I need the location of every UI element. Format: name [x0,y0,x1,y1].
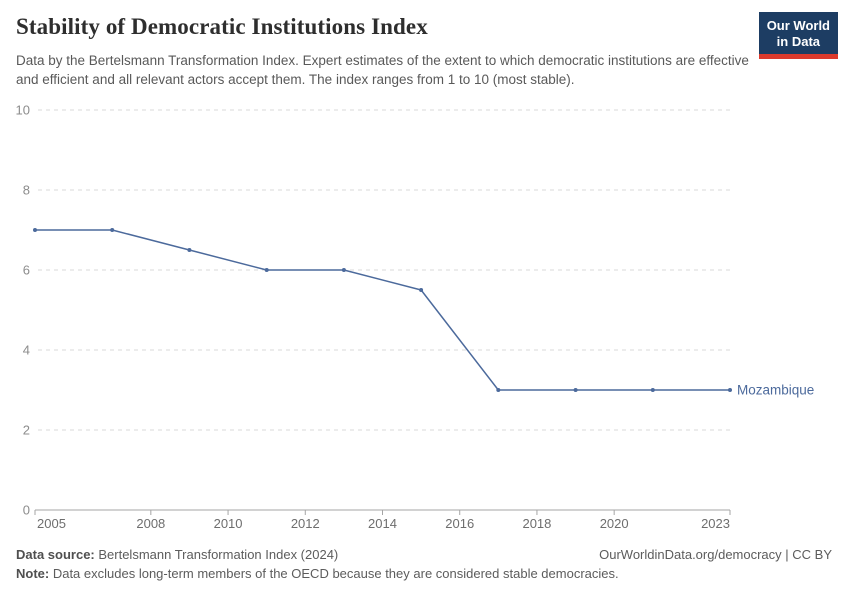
y-axis-tick-label: 0 [23,503,30,518]
page-title: Stability of Democratic Institutions Ind… [16,14,428,39]
series-line[interactable] [35,229,730,391]
x-axis-tick-label: 2012 [291,516,320,531]
y-axis-tick-label: 8 [23,183,30,198]
y-axis-tick-label: 6 [23,263,30,278]
data-point[interactable] [728,388,732,392]
note-text: Data excludes long-term members of the O… [49,566,619,581]
x-axis-tick-label: 2018 [522,516,551,531]
note-row: Note: Data excludes long-term members of… [16,566,832,581]
x-axis-tick-label: 2020 [600,516,629,531]
y-axis-tick-label: 4 [23,343,30,358]
x-axis-tick-label: 2008 [136,516,165,531]
owid-logo[interactable]: Our World in Data [758,12,838,59]
series-entity-label[interactable]: Mozambique [737,383,814,398]
data-point[interactable] [341,268,346,272]
data-point[interactable] [650,388,655,392]
owid-logo-line2: in Data [776,33,821,49]
data-point[interactable] [496,388,501,392]
x-axis-tick-label: 2014 [368,516,397,531]
y-axis-tick-label: 10 [16,103,30,118]
data-source: Data source: Bertelsmann Transformation … [16,547,338,562]
data-point[interactable] [264,268,269,272]
x-axis-tick-label: 2010 [214,516,243,531]
x-axis-tick-label: 2016 [445,516,474,531]
note-label: Note: [16,566,50,581]
x-axis-tick-label: 2005 [37,516,66,531]
data-point[interactable] [573,388,578,392]
rights-link[interactable]: OurWorldinData.org/democracy | CC BY [599,547,832,562]
line-chart: 0 2 4 6 8 10 2005 2008 2010 2012 2014 2016 2018 2020 2… [16,103,815,532]
owid-logo-line1: Our World [766,18,830,33]
data-source-label: Data source: [16,547,95,562]
data-point[interactable] [33,228,37,232]
source-row: Data source: Bertelsmann Transformation … [16,547,832,562]
chart-subtitle: Data by the Bertelsmann Transformation I… [16,53,749,88]
data-point[interactable] [419,288,424,292]
data-source-text: Bertelsmann Transformation Index (2024) [94,547,339,562]
x-axis-tick-label: 2023 [701,516,730,531]
chart-footer: Data source: Bertelsmann Transformation … [16,547,832,581]
y-axis-tick-label: 2 [23,423,30,438]
data-point[interactable] [187,248,192,252]
data-point[interactable] [110,228,115,232]
